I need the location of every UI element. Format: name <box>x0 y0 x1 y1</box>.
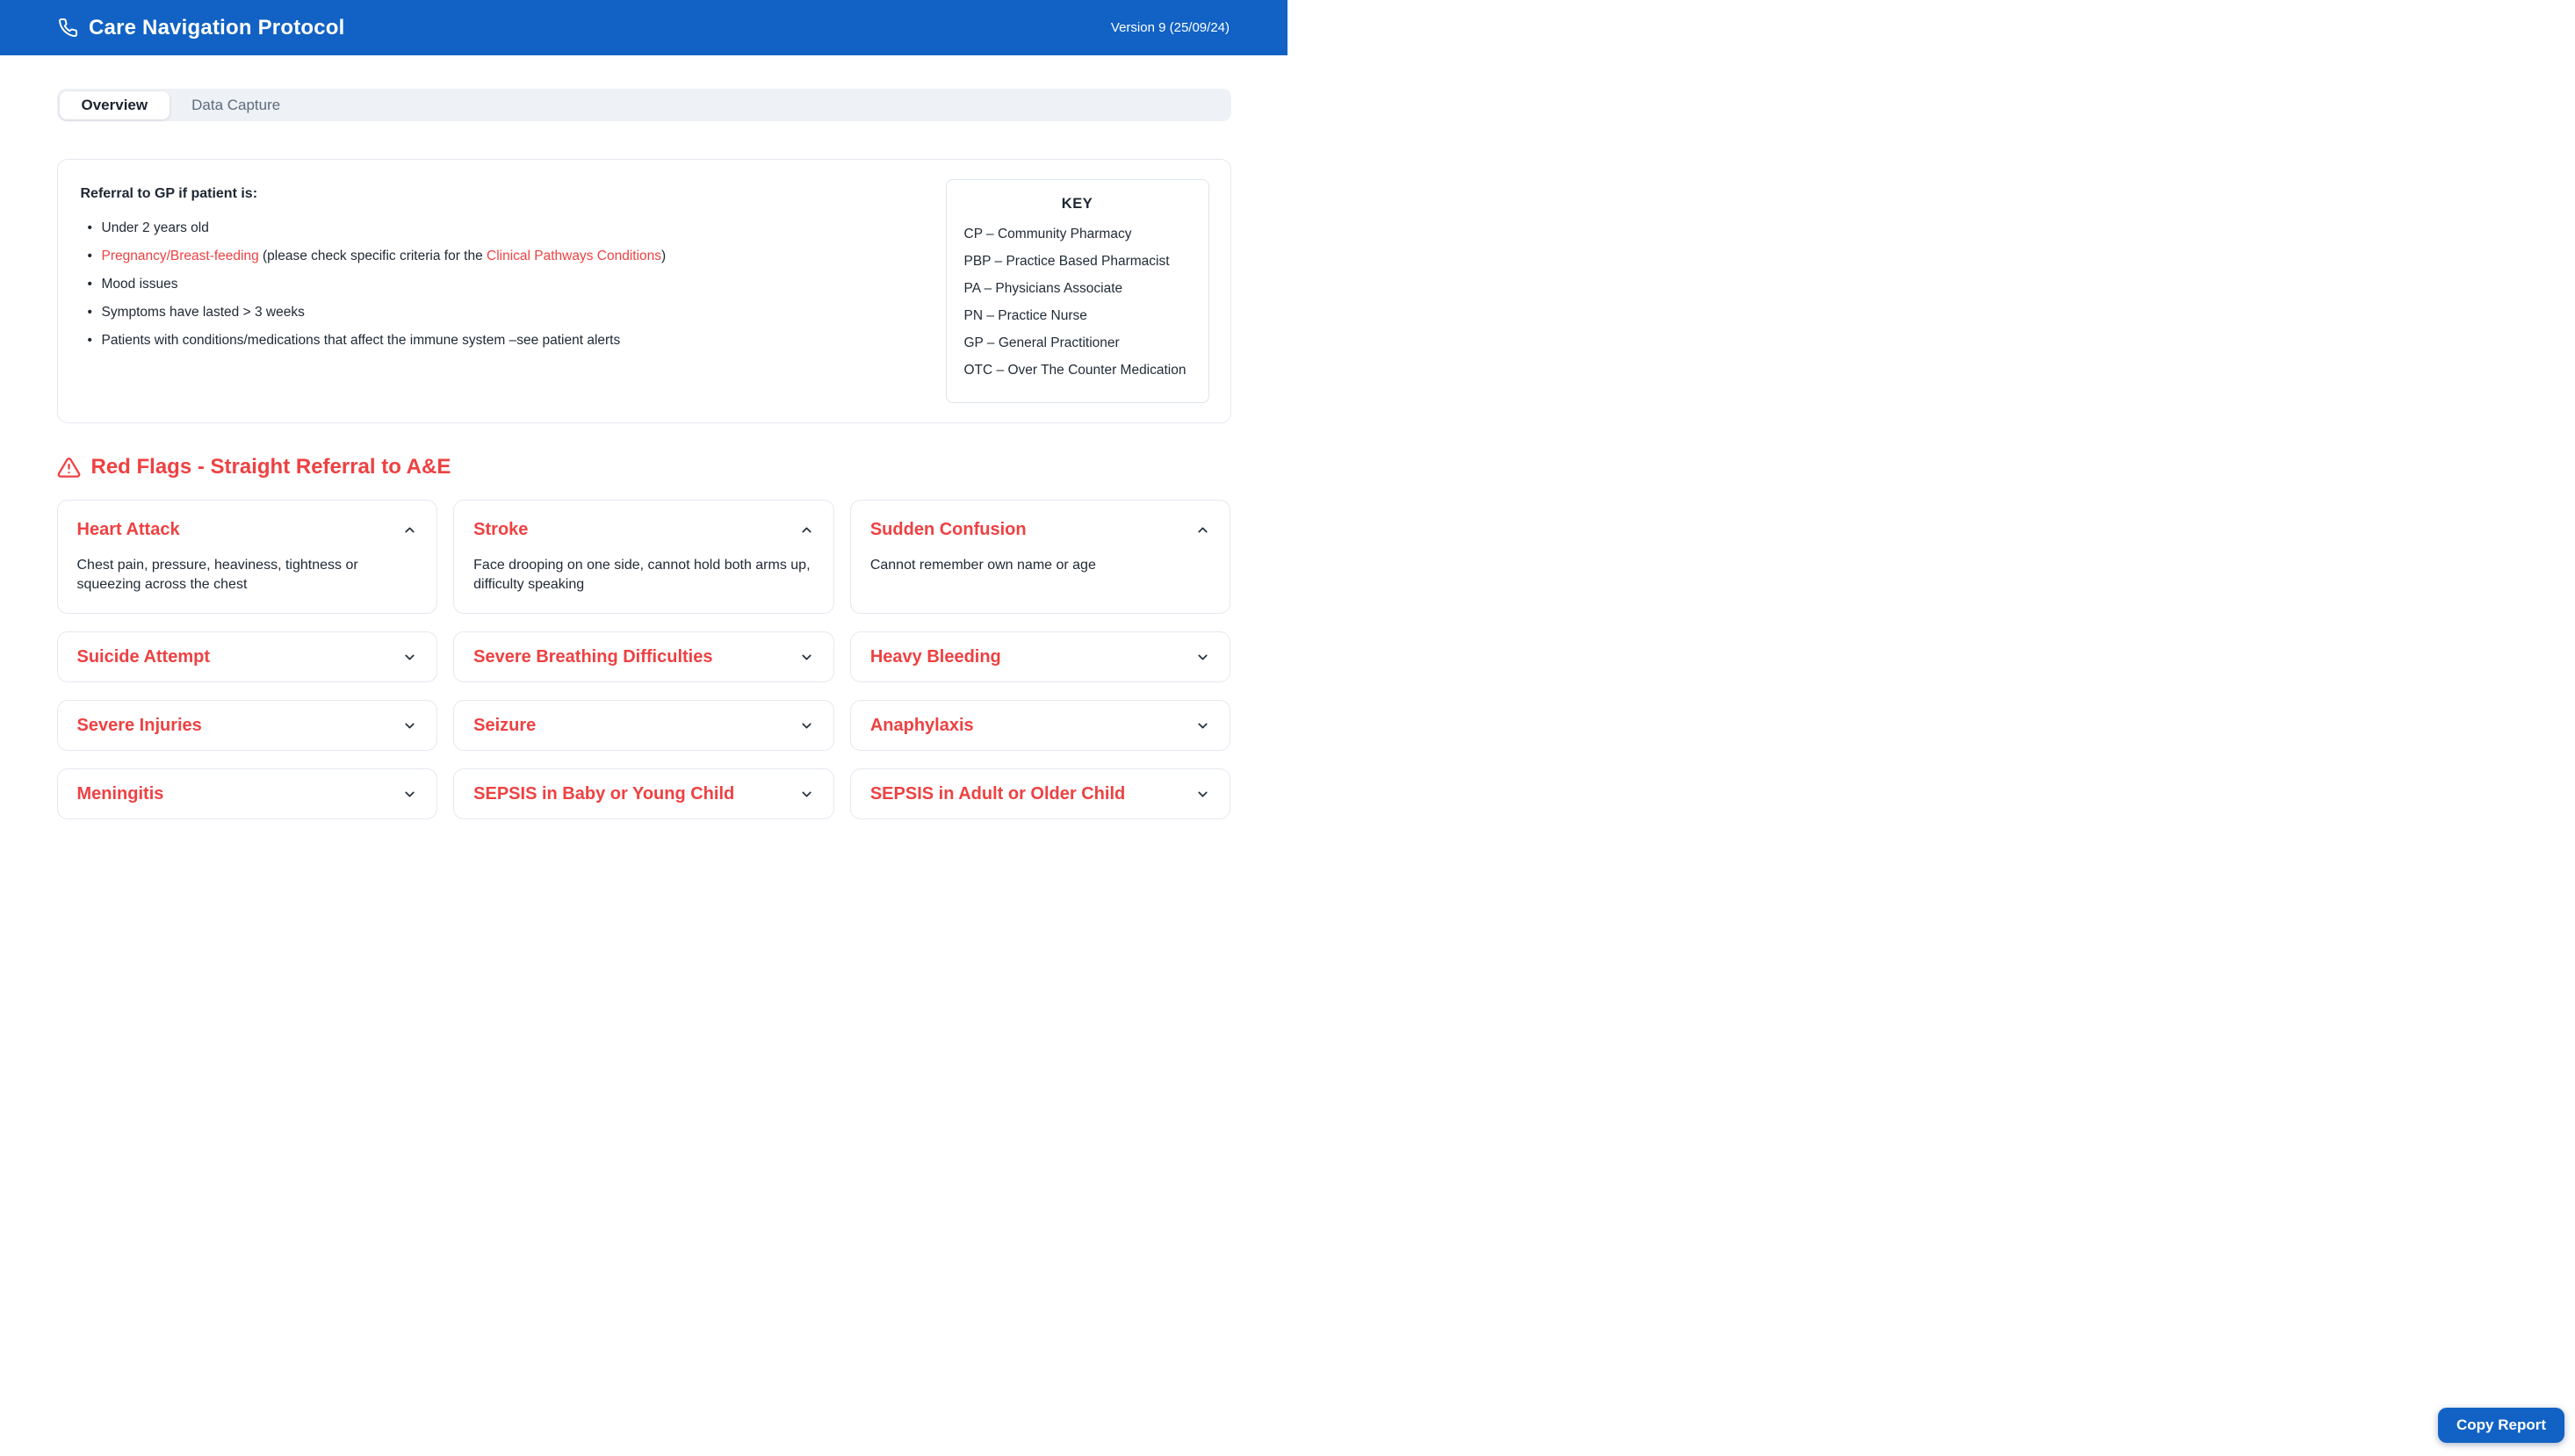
chevron-down-icon[interactable] <box>402 650 417 665</box>
page-title: Care Navigation Protocol <box>89 15 345 40</box>
phone-icon <box>58 18 78 38</box>
chevron-down-icon[interactable] <box>799 650 814 665</box>
key-entry: PN – Practice Nurse <box>963 308 1087 323</box>
card-title: SEPSIS in Adult or Older Child <box>869 784 1126 804</box>
chevron-up-icon[interactable] <box>402 523 417 537</box>
red-flag-card-heavy-bleeding[interactable]: Heavy Bleeding <box>849 631 1231 683</box>
tab-overview[interactable]: Overview <box>59 90 170 119</box>
version-label: Version 9 (25/09/24) <box>1110 20 1230 35</box>
card-title: Severe Injuries <box>76 716 202 736</box>
key-entry: PA – Physicians Associate <box>963 281 1123 296</box>
referral-to-gp-card: Referral to GP if patient is: Under 2 ye… <box>56 159 1231 423</box>
red-flag-card-stroke[interactable]: Stroke Face drooping on one side, cannot… <box>453 500 834 615</box>
card-title: Meningitis <box>76 784 164 804</box>
red-flags-grid: Heart Attack Chest pain, pressure, heavi… <box>56 500 1231 820</box>
card-title: Stroke <box>473 520 529 539</box>
red-flags-heading: Red Flags - Straight Referral to A&E <box>57 455 1231 479</box>
referral-list: Under 2 years old Pregnancy/Breast-feedi… <box>81 220 921 350</box>
chevron-down-icon[interactable] <box>1195 650 1210 665</box>
key-entry: OTC – Over The Counter Medication <box>963 363 1187 378</box>
chevron-down-icon[interactable] <box>402 718 417 733</box>
card-title: Heavy Bleeding <box>869 647 1001 667</box>
chevron-down-icon[interactable] <box>799 787 814 802</box>
card-title: Anaphylaxis <box>869 716 974 736</box>
chevron-down-icon[interactable] <box>1195 787 1210 802</box>
app-header: Care Navigation Protocol Version 9 (25/0… <box>0 0 1288 55</box>
red-flag-card-suicide-attempt[interactable]: Suicide Attempt <box>56 631 438 683</box>
list-item: Symptoms have lasted > 3 weeks <box>88 304 921 322</box>
red-flag-card-severe-breathing-difficulties[interactable]: Severe Breathing Difficulties <box>453 631 834 683</box>
red-flag-card-sudden-confusion[interactable]: Sudden Confusion Cannot remember own nam… <box>849 500 1231 615</box>
card-title: Heart Attack <box>76 520 180 539</box>
red-flag-card-seizure[interactable]: Seizure <box>453 700 834 752</box>
chevron-up-icon[interactable] <box>799 523 814 537</box>
key-title: KEY <box>1061 196 1093 212</box>
red-flag-card-heart-attack[interactable]: Heart Attack Chest pain, pressure, heavi… <box>56 500 438 615</box>
warning-triangle-icon <box>57 456 81 479</box>
referral-heading: Referral to GP if patient is: <box>80 186 258 201</box>
list-item: Pregnancy/Breast-feeding (please check s… <box>88 248 921 266</box>
card-body: Face drooping on one side, cannot hold b… <box>473 558 811 593</box>
red-flags-heading-text: Red Flags - Straight Referral to A&E <box>90 455 451 479</box>
list-item: Under 2 years old <box>88 220 921 238</box>
chevron-down-icon[interactable] <box>1195 718 1210 733</box>
clinical-pathways-link[interactable]: Clinical Pathways Conditions <box>487 248 662 263</box>
card-title: SEPSIS in Baby or Young Child <box>473 784 735 804</box>
card-body: Chest pain, pressure, heaviness, tightne… <box>76 558 358 593</box>
red-flag-card-severe-injuries[interactable]: Severe Injuries <box>56 700 438 752</box>
key-entry: CP – Community Pharmacy <box>963 227 1132 241</box>
key-entry: GP – General Practitioner <box>963 335 1120 350</box>
card-title: Suicide Attempt <box>76 647 211 667</box>
card-body: Cannot remember own name or age <box>869 558 1096 573</box>
list-item: Patients with conditions/medications tha… <box>88 332 921 350</box>
red-flag-card-anaphylaxis[interactable]: Anaphylaxis <box>849 700 1231 752</box>
key-entry: PBP – Practice Based Pharmacist <box>963 254 1170 269</box>
copy-report-button[interactable]: Copy Report <box>2438 1408 2564 1443</box>
key-legend-box: KEY CP – Community Pharmacy PBP – Practi… <box>945 179 1209 403</box>
list-item: Mood issues <box>88 276 921 294</box>
card-title: Sudden Confusion <box>869 520 1027 539</box>
red-flag-card-meningitis[interactable]: Meningitis <box>56 768 438 820</box>
red-flag-card-sepsis-baby[interactable]: SEPSIS in Baby or Young Child <box>453 768 834 820</box>
tab-data-capture[interactable]: Data Capture <box>191 96 281 113</box>
chevron-up-icon[interactable] <box>1195 523 1210 537</box>
chevron-down-icon[interactable] <box>402 787 417 802</box>
red-flag-card-sepsis-adult[interactable]: SEPSIS in Adult or Older Child <box>849 768 1231 820</box>
pregnancy-link[interactable]: Pregnancy/Breast-feeding <box>101 248 259 263</box>
card-title: Severe Breathing Difficulties <box>473 647 713 667</box>
card-title: Seizure <box>473 716 537 736</box>
chevron-down-icon[interactable] <box>799 718 814 733</box>
tab-bar: Overview Data Capture <box>56 89 1231 121</box>
